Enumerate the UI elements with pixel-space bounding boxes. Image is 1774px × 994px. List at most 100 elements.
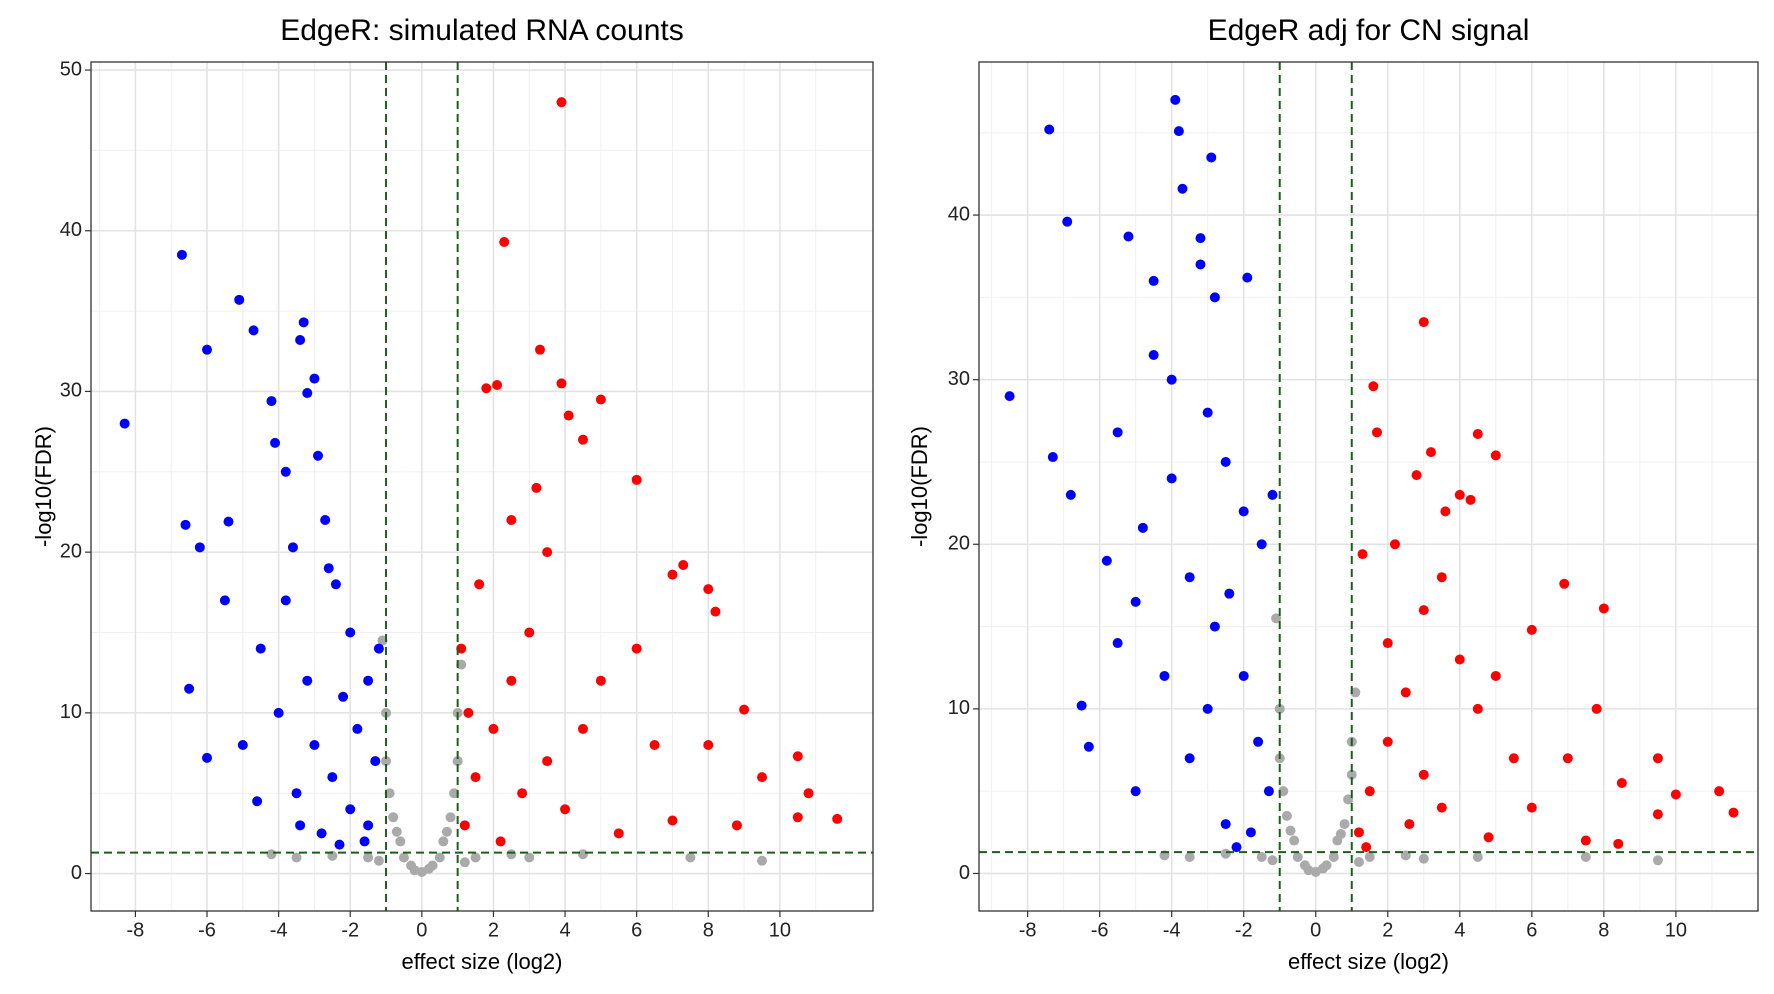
point [1047, 452, 1058, 463]
point [474, 579, 485, 590]
point [384, 788, 395, 799]
point [1652, 855, 1663, 866]
point [613, 828, 624, 839]
point [1148, 275, 1159, 286]
point [1357, 549, 1368, 560]
point [1382, 736, 1393, 747]
point [1425, 447, 1436, 458]
point [370, 756, 381, 767]
point [1454, 489, 1465, 500]
point [1184, 572, 1195, 583]
point [1267, 855, 1278, 866]
point [506, 849, 517, 860]
point [1263, 786, 1274, 797]
point [1361, 842, 1372, 853]
point [309, 739, 320, 750]
point [1130, 786, 1141, 797]
y-axis-label: -log10(FDR) [907, 426, 932, 547]
point [1271, 613, 1282, 624]
x-tick-label: 0 [416, 919, 427, 941]
point [1613, 838, 1624, 849]
point [445, 812, 456, 823]
point [409, 865, 420, 876]
y-tick-label: 10 [60, 701, 82, 723]
x-tick-label: 2 [488, 919, 499, 941]
point [1292, 852, 1303, 863]
point [291, 788, 302, 799]
point [595, 394, 606, 405]
point [595, 675, 606, 686]
point [295, 335, 306, 346]
point [1562, 753, 1573, 764]
point [1195, 259, 1206, 270]
point [1490, 670, 1501, 681]
point [1472, 703, 1483, 714]
x-tick-label: -4 [1163, 919, 1181, 941]
point [352, 723, 363, 734]
point [1044, 124, 1055, 135]
point [302, 675, 313, 686]
point [803, 788, 814, 799]
point [577, 849, 588, 860]
point [1652, 809, 1663, 820]
point [1371, 427, 1382, 438]
point [667, 569, 678, 580]
point [330, 579, 341, 590]
point [1065, 489, 1076, 500]
point [703, 739, 714, 750]
point [506, 515, 517, 526]
point [338, 691, 349, 702]
x-tick-label: 8 [1598, 919, 1609, 941]
point [1317, 863, 1328, 874]
point [1490, 450, 1501, 461]
point [255, 643, 266, 654]
point [377, 635, 388, 646]
point [517, 788, 528, 799]
point [1440, 506, 1451, 517]
point [1598, 603, 1609, 614]
point [1148, 349, 1159, 360]
point [223, 516, 234, 527]
point [266, 849, 277, 860]
point [481, 383, 492, 394]
point [563, 410, 574, 421]
y-tick-label: 20 [60, 540, 82, 562]
point [1238, 670, 1249, 681]
point [560, 804, 571, 815]
point [1343, 794, 1354, 805]
x-tick-label: 10 [1665, 919, 1687, 941]
x-tick-label: -6 [198, 919, 216, 941]
point [499, 236, 510, 247]
y-tick-label: 30 [948, 368, 970, 390]
point [1526, 624, 1537, 635]
x-tick-label: -8 [1019, 919, 1037, 941]
point [1346, 769, 1357, 780]
point [1256, 539, 1267, 550]
point [1339, 819, 1350, 830]
point [524, 627, 535, 638]
point [1242, 272, 1253, 283]
y-axis-label: -log10(FDR) [31, 426, 56, 547]
point [1184, 753, 1195, 764]
point [280, 466, 291, 477]
point [1195, 233, 1206, 244]
point [470, 852, 481, 863]
point [463, 707, 474, 718]
point [219, 595, 230, 606]
point [438, 836, 449, 847]
point [180, 519, 191, 530]
point [1206, 152, 1217, 163]
point [685, 852, 696, 863]
point [832, 813, 843, 824]
chart-title: EdgeR: simulated RNA counts [280, 14, 684, 47]
point [459, 820, 470, 831]
point [667, 815, 678, 826]
point [757, 855, 768, 866]
point [237, 739, 248, 750]
point [1238, 506, 1249, 517]
point [395, 836, 406, 847]
point [495, 836, 506, 847]
point [703, 584, 714, 595]
point [1353, 827, 1364, 838]
